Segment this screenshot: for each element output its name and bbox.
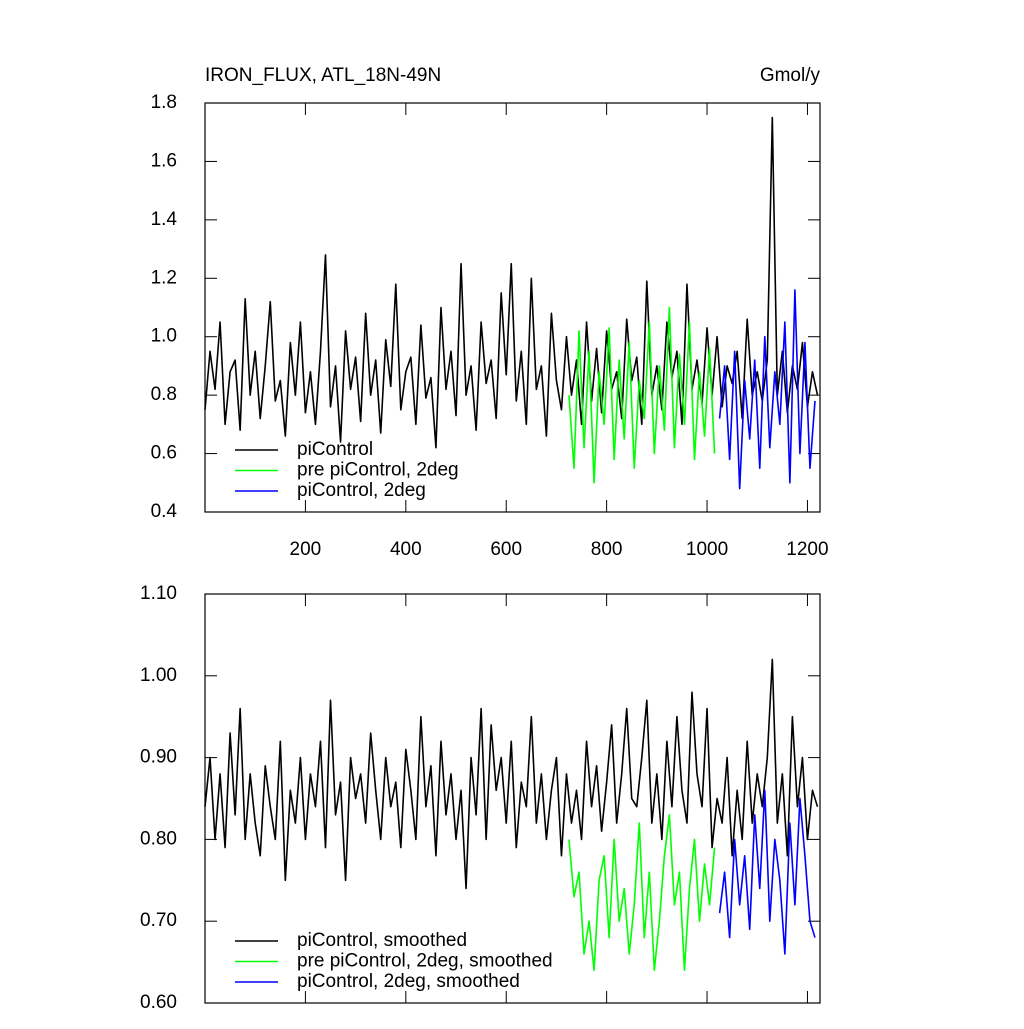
y-tick-label: 1.8 (151, 92, 177, 113)
plot-frame (204, 593, 821, 1004)
x-tick-label: 600 (490, 539, 522, 560)
y-tick-label: 1.2 (151, 267, 177, 288)
x-tick-label: 1000 (686, 539, 728, 560)
x-tick-label: 400 (390, 539, 422, 560)
y-tick-label: 1.10 (140, 583, 177, 604)
data-line (718, 789, 816, 955)
legend-label: piControl, 2deg (297, 480, 426, 501)
plot-frame (204, 102, 821, 513)
y-tick-label: 0.4 (151, 501, 178, 522)
y-tick-label: 0.8 (151, 384, 177, 405)
y-tick-label: 1.6 (151, 150, 177, 171)
legend-label: piControl (297, 439, 373, 460)
x-tick-label: 1200 (786, 539, 828, 560)
x-tick-label: 200 (290, 539, 322, 560)
y-tick-label: 0.60 (140, 992, 177, 1013)
data-line (204, 658, 819, 890)
data-line (568, 814, 716, 972)
x-tick-label: 800 (591, 539, 623, 560)
legend-label: piControl, 2deg, smoothed (297, 971, 520, 992)
legend-label: pre piControl, 2deg (297, 460, 459, 481)
data-line (718, 289, 816, 490)
y-tick-label: 0.80 (140, 828, 177, 849)
y-tick-label: 0.90 (140, 747, 177, 768)
legend-label: pre piControl, 2deg, smoothed (297, 951, 553, 972)
y-tick-label: 1.00 (140, 665, 177, 686)
legend-label: piControl, smoothed (297, 930, 467, 951)
units-label: Gmol/y (760, 65, 821, 86)
data-line (568, 306, 716, 484)
y-tick-label: 1.4 (151, 209, 178, 230)
y-tick-label: 0.6 (151, 443, 177, 464)
data-line (204, 116, 819, 449)
y-tick-label: 0.70 (140, 910, 177, 931)
chart-title: IRON_FLUX, ATL_18N-49N (205, 65, 441, 86)
y-tick-label: 1.0 (151, 326, 177, 347)
